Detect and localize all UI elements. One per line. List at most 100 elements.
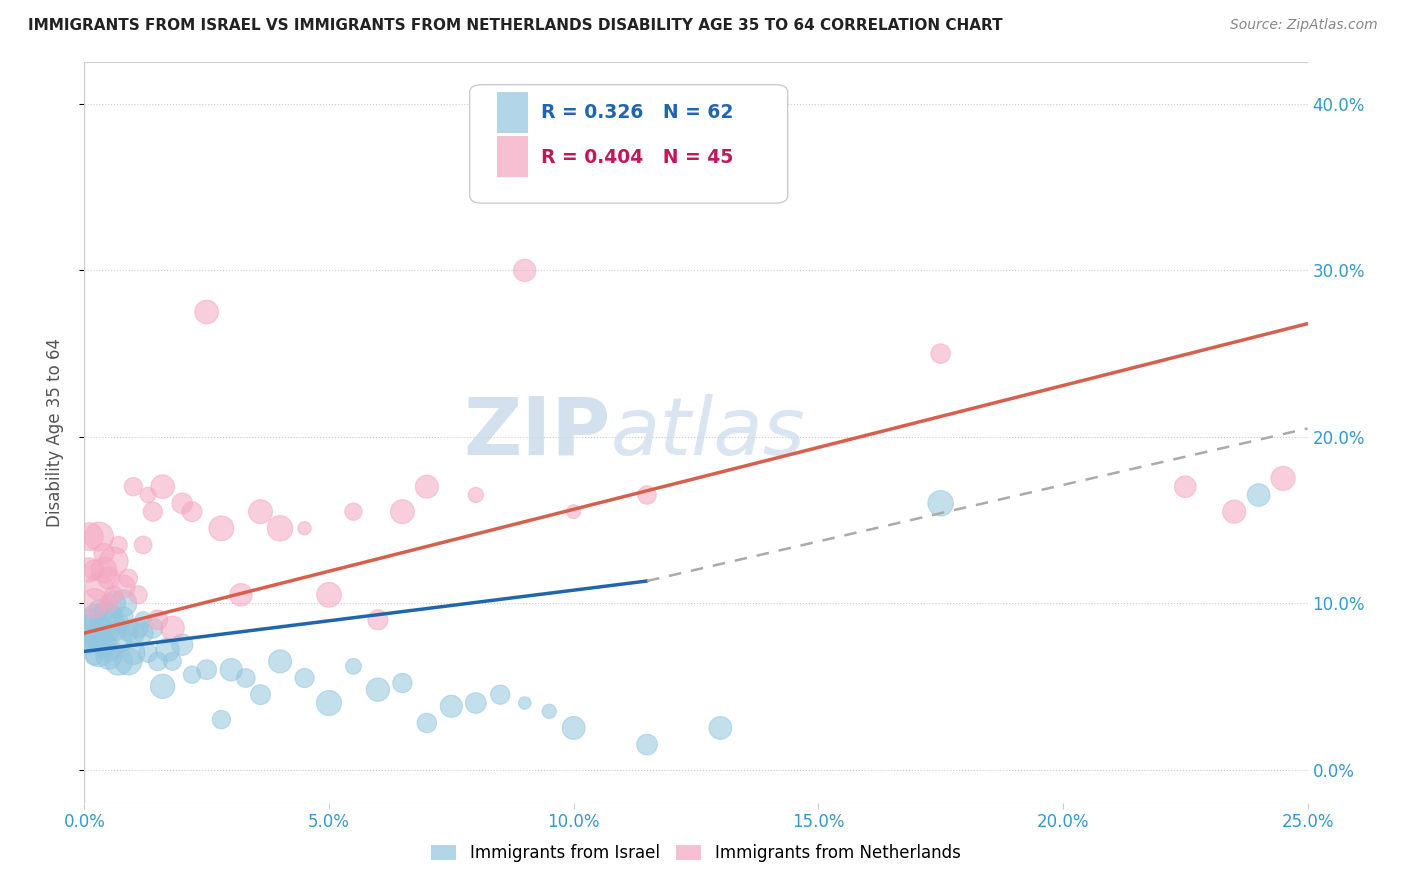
Point (636, 738, 658, 752)
Point (195, 663, 218, 677)
Text: R = 0.404   N = 45: R = 0.404 N = 45 (541, 148, 733, 167)
Point (83, 563, 105, 577)
Point (391, 676, 413, 690)
Point (1174, 480, 1197, 494)
Point (93, 638, 115, 652)
Y-axis label: Disability Age 35 to 64: Disability Age 35 to 64 (45, 338, 63, 527)
Point (97, 626, 120, 640)
Point (83, 632, 105, 647)
Point (318, 696, 340, 710)
Point (87, 646, 110, 660)
Point (80, 629, 103, 643)
Point (195, 305, 218, 319)
Point (416, 480, 439, 494)
Point (117, 654, 139, 668)
Point (162, 654, 184, 668)
Point (93, 563, 115, 577)
Point (77, 638, 100, 652)
Point (107, 654, 129, 668)
FancyBboxPatch shape (470, 85, 787, 203)
Point (342, 505, 364, 519)
Point (103, 607, 125, 622)
Point (416, 715, 439, 730)
Point (122, 646, 145, 660)
Point (142, 505, 165, 519)
Point (929, 346, 952, 360)
Point (162, 621, 184, 635)
Point (489, 688, 512, 702)
Point (146, 613, 169, 627)
Point (513, 696, 536, 710)
Point (464, 696, 486, 710)
Point (172, 496, 194, 510)
Point (709, 130, 731, 145)
Point (83, 596, 105, 610)
Point (112, 596, 135, 610)
Point (269, 521, 291, 535)
Point (342, 659, 364, 673)
Point (1247, 488, 1270, 502)
Point (76, 621, 98, 635)
Point (97, 642, 120, 657)
Point (77, 613, 100, 627)
Point (136, 488, 159, 502)
Point (112, 580, 135, 594)
Point (127, 621, 149, 635)
Point (235, 671, 257, 685)
Point (132, 538, 155, 552)
Point (103, 621, 125, 635)
Point (77, 563, 100, 577)
Point (117, 624, 139, 639)
Point (97, 649, 120, 664)
Point (513, 263, 536, 277)
Point (209, 713, 232, 727)
Point (87, 530, 110, 544)
Point (122, 480, 145, 494)
Point (93, 621, 115, 635)
Text: R = 0.326   N = 62: R = 0.326 N = 62 (541, 103, 733, 122)
Point (181, 667, 204, 681)
Point (1223, 505, 1246, 519)
Point (142, 621, 165, 635)
Point (83, 609, 105, 624)
Point (562, 505, 585, 519)
Point (249, 505, 271, 519)
Point (269, 654, 291, 668)
Text: IMMIGRANTS FROM ISRAEL VS IMMIGRANTS FROM NETHERLANDS DISABILITY AGE 35 TO 64 CO: IMMIGRANTS FROM ISRAEL VS IMMIGRANTS FRO… (28, 18, 1002, 33)
Point (172, 638, 194, 652)
Point (93, 546, 115, 560)
Point (87, 580, 110, 594)
Point (367, 613, 389, 627)
Point (132, 626, 155, 640)
Point (103, 555, 125, 569)
Point (103, 588, 125, 602)
Point (229, 588, 252, 602)
Point (181, 505, 204, 519)
Point (87, 616, 110, 631)
Point (249, 688, 271, 702)
Point (77, 530, 100, 544)
Point (209, 521, 232, 535)
Point (132, 613, 155, 627)
Point (87, 603, 110, 617)
Point (107, 538, 129, 552)
Point (87, 629, 110, 643)
Point (294, 521, 316, 535)
Point (1272, 471, 1295, 485)
Point (107, 632, 129, 647)
Legend: Immigrants from Israel, Immigrants from Netherlands: Immigrants from Israel, Immigrants from … (425, 838, 967, 869)
Point (146, 654, 169, 668)
Point (156, 642, 179, 657)
FancyBboxPatch shape (496, 92, 529, 133)
Text: ZIP: ZIP (463, 393, 610, 472)
Point (562, 721, 585, 735)
FancyBboxPatch shape (496, 136, 529, 178)
Point (294, 671, 316, 685)
Point (929, 496, 952, 510)
Point (122, 626, 145, 640)
Point (318, 588, 340, 602)
Point (152, 679, 174, 693)
Point (440, 699, 463, 714)
Point (136, 646, 159, 660)
Point (391, 505, 413, 519)
